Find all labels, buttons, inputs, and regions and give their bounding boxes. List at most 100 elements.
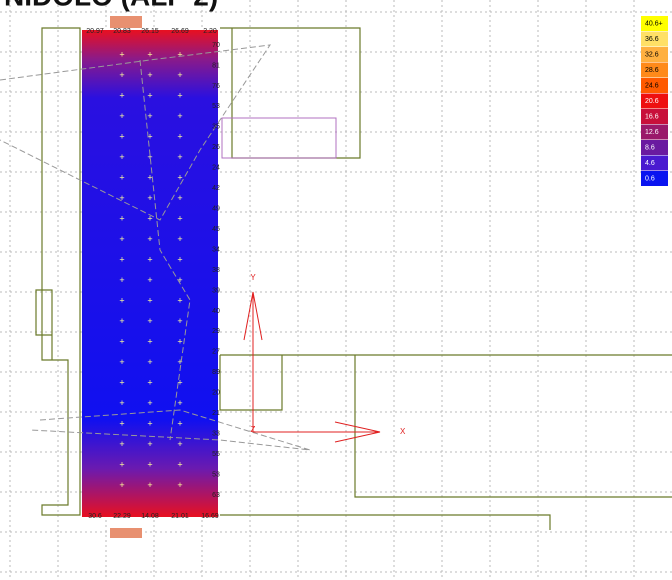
cross: +	[119, 275, 124, 285]
cross: +	[147, 439, 152, 449]
cross: +	[147, 316, 152, 326]
cross: +	[177, 254, 182, 264]
cross: +	[147, 152, 152, 162]
value-label: 45	[212, 226, 220, 233]
legend-swatch	[641, 47, 668, 62]
cross: +	[119, 254, 124, 264]
cross: +	[177, 398, 182, 408]
cross: +	[147, 131, 152, 141]
cross: +	[119, 398, 124, 408]
legend-label: 40.6+	[645, 20, 663, 27]
cross: +	[119, 131, 124, 141]
legend-label: 0.6	[645, 175, 655, 182]
legend-swatch	[641, 62, 668, 78]
cross: +	[119, 357, 124, 367]
axis-label: Z	[251, 425, 256, 434]
cross: +	[147, 254, 152, 264]
axis-label: Y	[250, 273, 256, 282]
legend-swatch	[641, 155, 668, 171]
value-label: 35	[212, 124, 220, 131]
cross: +	[147, 70, 152, 80]
view-lines	[0, 44, 311, 451]
cross: +	[119, 480, 124, 490]
title: NIDOLO (ALP 2)	[4, 0, 218, 11]
value-label: 53	[212, 471, 220, 478]
cross: +	[119, 459, 124, 469]
legend-label: 12.6	[645, 129, 659, 136]
cross: +	[177, 377, 182, 387]
legend-label: 8.6	[645, 144, 655, 151]
value-label: 70	[212, 42, 220, 49]
cross: +	[147, 480, 152, 490]
cross: +	[177, 172, 182, 182]
cross: +	[177, 459, 182, 469]
legend-swatch	[641, 109, 668, 124]
value-label: 20.97	[86, 28, 104, 35]
value-label: 22.29	[113, 513, 131, 520]
value-label: 26.69	[171, 28, 189, 35]
value-label: 21.01	[171, 513, 189, 520]
value-label: 20.83	[113, 28, 131, 35]
cross: +	[119, 377, 124, 387]
value-label: 14.08	[141, 513, 159, 520]
cross: +	[147, 295, 152, 305]
value-label: 27	[212, 349, 220, 356]
cross: +	[119, 418, 124, 428]
value-label: 24	[212, 165, 220, 172]
legend: 40.6+ 36.6 32.6 28.6 24.6 20.6 16.6 12.6 8.6 4.6 0…	[641, 16, 668, 186]
value-label: 40	[212, 308, 220, 315]
legend-label: 24.6	[645, 82, 659, 89]
legend-label: 28.6	[645, 67, 659, 74]
cross: +	[177, 336, 182, 346]
cross: +	[147, 172, 152, 182]
cross: +	[147, 459, 152, 469]
cross: +	[147, 418, 152, 428]
cross: +	[119, 213, 124, 223]
cross: +	[177, 111, 182, 121]
cross: +	[177, 131, 182, 141]
cross: +	[147, 398, 152, 408]
cross: +	[147, 111, 152, 121]
axis-gizmo	[243, 291, 381, 443]
legend-swatch	[641, 78, 668, 93]
cross: +	[147, 357, 152, 367]
value-label: 20	[212, 390, 220, 397]
cross: +	[177, 480, 182, 490]
legend-swatch	[641, 16, 668, 31]
cross: +	[177, 152, 182, 162]
value-label: 26	[212, 144, 220, 151]
value-label: 89	[212, 369, 220, 376]
cross: +	[147, 49, 152, 59]
cross: +	[147, 213, 152, 223]
cross: +	[147, 193, 152, 203]
value-labels: 20.97 20.83 26.15 26.69 2.20 30.6 22.29 14.08 21…	[86, 28, 220, 520]
cross: +	[119, 316, 124, 326]
cross: +	[119, 172, 124, 182]
cross: +	[147, 234, 152, 244]
cross: +	[177, 439, 182, 449]
value-label: 21	[212, 410, 220, 417]
cross: +	[177, 316, 182, 326]
cross: +	[177, 234, 182, 244]
cross: +	[147, 377, 152, 387]
legend-swatch	[641, 124, 668, 140]
value-label: 55	[212, 451, 220, 458]
cross: +	[119, 439, 124, 449]
cross: +	[119, 49, 124, 59]
legend-label: 4.6	[645, 160, 655, 167]
cross: +	[177, 90, 182, 100]
cross: +	[147, 275, 152, 285]
cross: +	[119, 295, 124, 305]
measure-points: + + + + + + + + + + + + + + + + + + + + + + + + + + + + + + + + + + + + + + + +…	[119, 49, 182, 490]
legend-label: 36.6	[645, 36, 659, 43]
cross: +	[119, 193, 124, 203]
value-label: 49	[212, 205, 220, 212]
cross: +	[119, 336, 124, 346]
legend-swatch	[641, 140, 668, 155]
legend-swatch	[641, 171, 668, 186]
legend-swatch	[641, 31, 668, 47]
cross: +	[177, 213, 182, 223]
axis-label: X	[400, 427, 406, 436]
value-label: 34	[212, 246, 220, 253]
